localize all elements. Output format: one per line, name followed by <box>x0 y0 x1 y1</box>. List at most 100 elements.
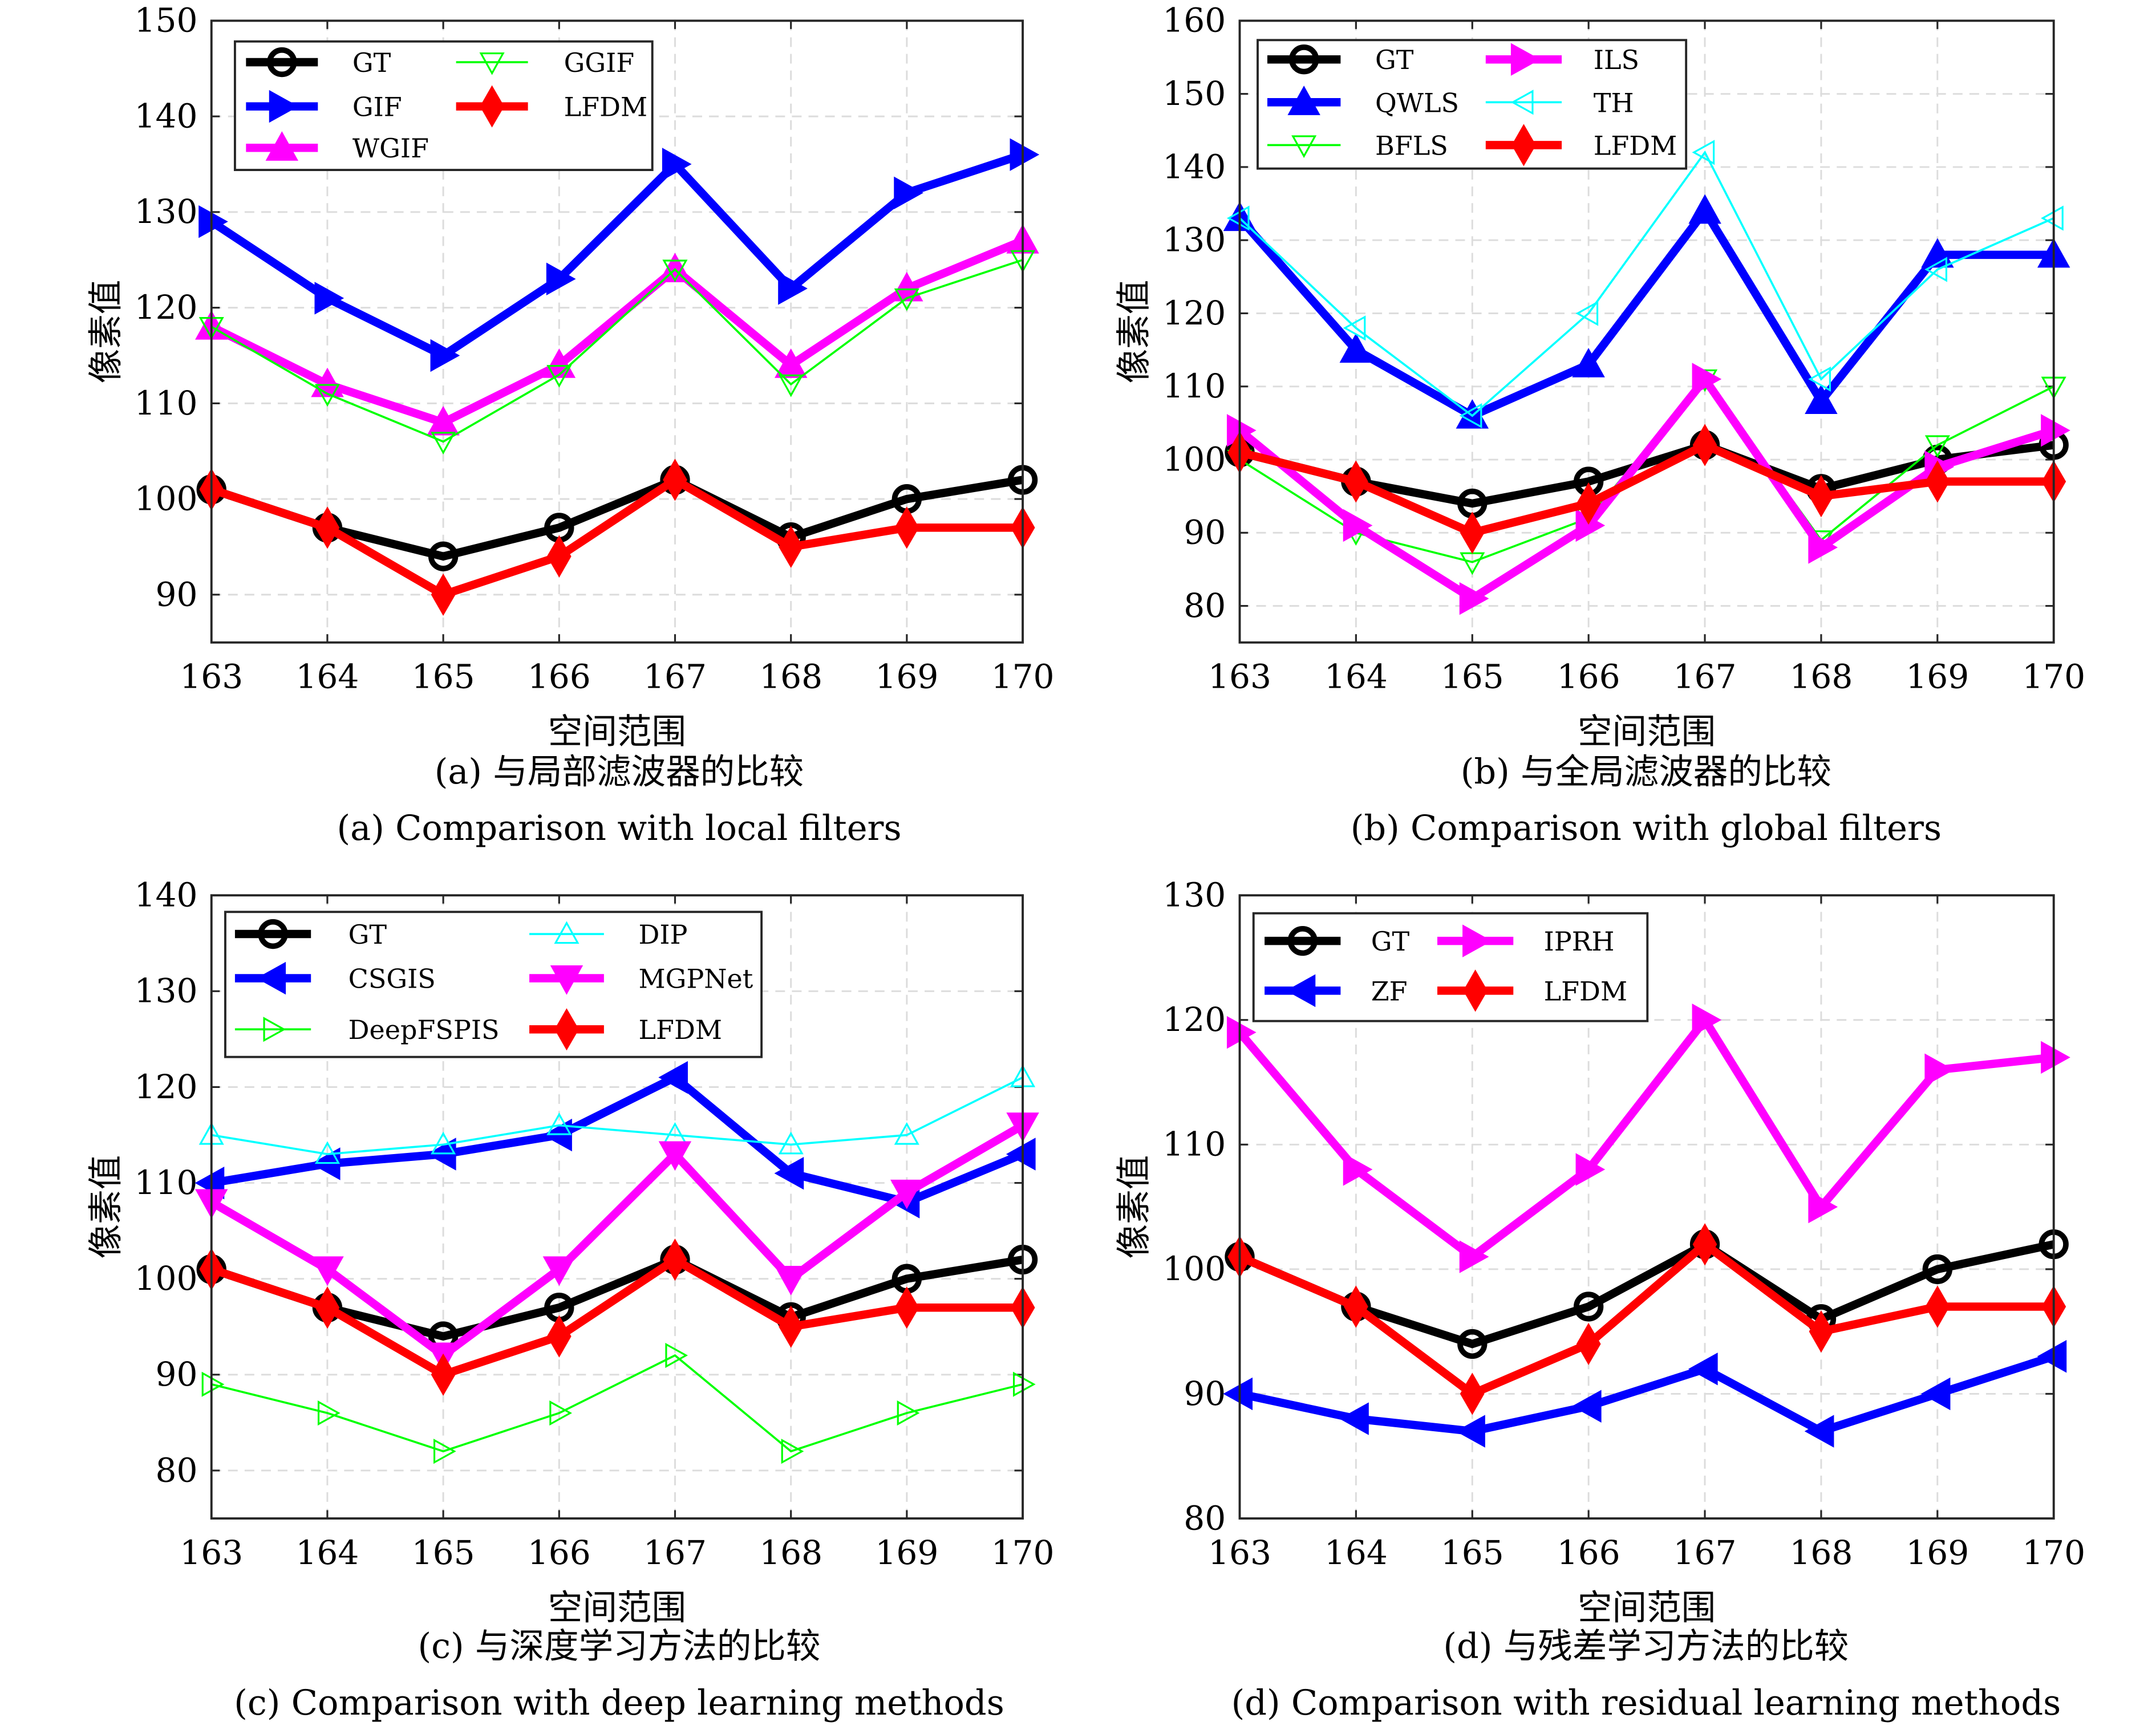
series-qwls <box>1223 194 2070 429</box>
x-tick-label: 169 <box>1906 657 1969 696</box>
series-line-csgis <box>210 1072 1024 1207</box>
data-point-zf <box>1223 1377 1253 1411</box>
x-tick-label: 164 <box>1324 657 1388 696</box>
data-point-gif <box>778 272 808 305</box>
data-point-zf <box>1804 1415 1834 1448</box>
x-tick-label: 170 <box>991 1533 1055 1572</box>
legend-entry-lfdm: LFDM <box>529 1008 722 1051</box>
legend-label: MGPNet <box>638 964 753 994</box>
series-ggif <box>198 250 1036 455</box>
series-lfdm <box>1227 1223 2066 1415</box>
y-axis-label: 像素值 <box>1115 280 1154 384</box>
x-tick-label: 164 <box>295 1533 359 1572</box>
data-point-iprh <box>1924 1053 1955 1086</box>
data-point-mgpnet <box>311 1256 344 1286</box>
legend-entry-gt: GT <box>1267 44 1414 75</box>
series-line-gt <box>1238 440 2054 508</box>
legend-marker <box>554 921 579 944</box>
y-tick-label: 110 <box>135 384 198 423</box>
data-point-mgpnet <box>542 1256 576 1286</box>
data-point-lfdm <box>1344 460 1368 503</box>
x-axis-label: 空间范围 <box>1578 712 1716 752</box>
data-point-dip <box>778 1131 804 1155</box>
axes-box <box>1238 894 2055 1520</box>
x-axis-label: 空间范围 <box>548 1588 686 1628</box>
data-point-th <box>1575 300 1599 326</box>
data-point-gt <box>1573 1292 1604 1322</box>
caption-chinese: (c) 与深度学习方法的比较 <box>418 1627 821 1667</box>
legend: GT QWLS BFLS ILS TH LFDM <box>1257 39 1688 170</box>
legend-label: LFDM <box>564 92 648 123</box>
y-tick-label: 100 <box>135 1259 198 1298</box>
y-tick-label: 140 <box>135 97 198 136</box>
data-point-zf <box>1571 1390 1602 1423</box>
data-point-ggif <box>778 374 804 397</box>
legend-label: TH <box>1594 87 1634 118</box>
series-lfdm <box>1227 424 2066 554</box>
x-tick-label: 168 <box>1789 657 1853 696</box>
data-point-lfdm <box>431 573 456 616</box>
data-point-lfdm <box>1925 460 1950 503</box>
x-tick-label: 166 <box>528 657 591 696</box>
legend-label: LFDM <box>1594 130 1677 161</box>
chart-panel-a: 163 164 165 166 167 168 169 170 90 100 110 120 130 14… <box>86 1 1055 849</box>
data-point-lfdm <box>1925 1285 1950 1328</box>
legend-label: LFDM <box>638 1014 722 1045</box>
y-tick-label: 90 <box>156 1355 198 1394</box>
legend-entry-zf: ZF <box>1265 974 1408 1008</box>
legend-marker <box>256 961 286 995</box>
caption-english: (d) Comparison with residual learning me… <box>1231 1683 2061 1723</box>
series-line-dip <box>211 1076 1023 1155</box>
data-point-lfdm <box>1809 475 1834 518</box>
axes-box <box>210 19 1024 644</box>
data-point-lfdm <box>779 525 803 568</box>
legend: GT GIF WGIF GGIF LFDM <box>233 40 654 171</box>
data-point-iprh <box>1226 1016 1257 1049</box>
y-axis-label: 像素值 <box>86 1155 126 1259</box>
data-point-lfdm <box>1692 1223 1717 1266</box>
x-axis-label: 空间范围 <box>548 712 686 752</box>
legend-entry-csgis: CSGIS <box>234 961 436 995</box>
series-line-gif <box>209 151 1024 360</box>
data-point-lfdm <box>663 458 687 501</box>
y-tick-label: 120 <box>135 288 198 327</box>
caption-chinese: (d) 与残差学习方法的比较 <box>1443 1627 1849 1667</box>
legend-entry-ggif: GGIF <box>456 47 635 78</box>
x-axis-label: 空间范围 <box>1578 1588 1716 1628</box>
data-point-gif <box>314 282 345 315</box>
y-axis-label: 像素值 <box>1115 1155 1154 1259</box>
legend-marker <box>258 919 288 949</box>
data-point-ils <box>1343 509 1373 542</box>
legend-label: IPRH <box>1544 926 1615 957</box>
y-tick-label: 90 <box>1184 513 1226 552</box>
x-tick-label: 164 <box>295 657 359 696</box>
series-line-lfdm <box>1238 1238 2054 1399</box>
chart-panel-c: 163 164 165 166 167 168 169 170 80 90 100 110 120 130… <box>86 876 1055 1723</box>
data-point-ils <box>2041 414 2070 447</box>
series-line-qwls <box>1237 203 2054 421</box>
legend-marker <box>1462 924 1492 957</box>
legend-label: GT <box>352 47 391 78</box>
x-tick-label: 168 <box>759 657 822 696</box>
x-tick-label: 165 <box>412 1533 475 1572</box>
data-point-lfdm <box>1809 1310 1834 1353</box>
y-tick-label: 130 <box>1162 876 1226 915</box>
legend-marker <box>1286 974 1316 1008</box>
data-point-lfdm <box>894 506 919 549</box>
data-point-lfdm <box>546 535 572 578</box>
legend-marker <box>1511 124 1536 167</box>
data-point-lfdm <box>779 1305 803 1348</box>
y-tick-label: 120 <box>1162 294 1226 332</box>
legend-marker <box>1287 925 1318 956</box>
series-line-wgif <box>209 237 1024 427</box>
legend-entry-mgpnet: MGPNet <box>529 964 753 995</box>
data-point-th <box>1808 366 1831 392</box>
data-point-lfdm <box>1692 424 1717 466</box>
x-tick-label: 166 <box>1557 657 1620 696</box>
data-point-deepfspis <box>433 1439 456 1464</box>
legend-entry-lfdm: LFDM <box>456 85 648 128</box>
data-point-csgis <box>1006 1138 1036 1171</box>
legend-label: GGIF <box>564 47 635 78</box>
y-tick-label: 100 <box>1162 1249 1226 1288</box>
series-line-zf <box>1238 1352 2055 1436</box>
